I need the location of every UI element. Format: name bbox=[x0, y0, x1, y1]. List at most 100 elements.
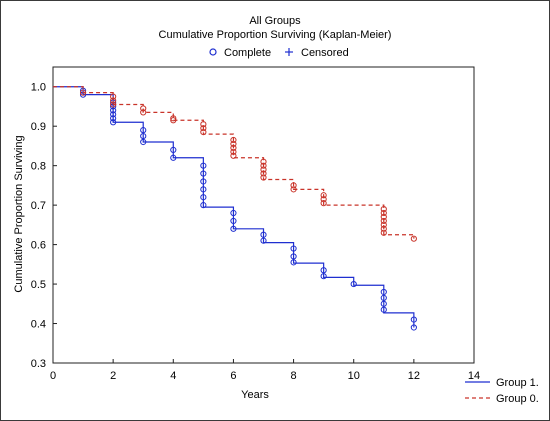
event-marker-group-0 bbox=[290, 186, 297, 193]
y-tick-label: 0.7 bbox=[31, 200, 46, 212]
event-marker-group-1 bbox=[230, 225, 237, 232]
event-marker-group-0 bbox=[380, 213, 387, 221]
survival-curve-group-1 bbox=[53, 86, 415, 328]
event-marker-group-0 bbox=[170, 115, 177, 122]
x-tick-label: 12 bbox=[408, 370, 420, 382]
x-tick-label: 0 bbox=[50, 370, 56, 382]
event-marker-group-0 bbox=[110, 101, 117, 108]
x-tick-label: 6 bbox=[230, 370, 236, 382]
event-marker-group-1 bbox=[200, 194, 207, 201]
event-marker-group-0 bbox=[200, 129, 207, 136]
event-marker-group-0 bbox=[110, 97, 117, 104]
x-tick-label: 14 bbox=[468, 370, 480, 382]
event-marker-group-1 bbox=[110, 107, 117, 114]
x-tick-label: 8 bbox=[291, 370, 297, 382]
marker-legend: Complete Censored bbox=[209, 47, 349, 59]
event-marker-group-1 bbox=[200, 170, 207, 177]
event-marker-group-1 bbox=[140, 138, 147, 146]
event-marker-group-1 bbox=[290, 259, 297, 266]
event-marker-group-0 bbox=[110, 93, 117, 100]
y-axis-label: Cumulative Proportion Surviving bbox=[13, 135, 25, 292]
censored-legend-label: Censored bbox=[301, 47, 349, 59]
x-axis: 0 2 4 6 8 10 12 14 bbox=[50, 359, 480, 382]
event-marker-group-0 bbox=[230, 144, 237, 152]
series-layer bbox=[53, 86, 417, 331]
event-marker-group-1 bbox=[380, 294, 387, 301]
event-marker-group-1 bbox=[350, 280, 357, 288]
event-marker-group-0 bbox=[260, 166, 267, 173]
event-marker-group-1 bbox=[320, 267, 327, 274]
event-marker-group-0 bbox=[260, 174, 267, 181]
event-marker-group-0 bbox=[230, 152, 237, 159]
event-marker-group-1 bbox=[200, 162, 207, 169]
event-marker-group-0 bbox=[230, 140, 237, 148]
event-marker-group-0 bbox=[410, 235, 417, 242]
plot-area bbox=[52, 66, 475, 364]
event-marker-group-1 bbox=[200, 178, 207, 185]
y-tick-label: 0.4 bbox=[31, 319, 46, 331]
event-marker-group-1 bbox=[410, 324, 417, 331]
event-marker-group-1 bbox=[140, 127, 147, 134]
x-axis-label: Years bbox=[241, 389, 269, 401]
event-marker-group-1 bbox=[260, 237, 267, 244]
event-marker-group-0 bbox=[200, 125, 207, 132]
y-axis: 0.3 0.4 0.5 0.6 0.7 0.8 0.9 1.0 bbox=[31, 82, 57, 370]
event-marker-group-0 bbox=[260, 162, 267, 169]
event-marker-group-0 bbox=[230, 136, 237, 144]
y-tick-label: 0.5 bbox=[31, 279, 46, 291]
event-marker-group-1 bbox=[110, 115, 117, 122]
event-marker-group-0 bbox=[380, 225, 387, 232]
event-marker-group-1 bbox=[170, 154, 177, 161]
complete-marker-icon bbox=[209, 48, 217, 56]
event-marker-group-1 bbox=[230, 217, 237, 225]
y-tick-label: 0.3 bbox=[31, 358, 46, 370]
event-marker-group-0 bbox=[380, 229, 387, 236]
chart-subtitle: Cumulative Proportion Surviving (Kaplan-… bbox=[159, 29, 392, 41]
event-marker-group-0 bbox=[79, 89, 87, 96]
event-marker-group-0 bbox=[320, 200, 327, 207]
event-marker-group-1 bbox=[110, 111, 117, 118]
event-marker-group-1 bbox=[380, 300, 387, 307]
event-marker-group-0 bbox=[140, 105, 147, 112]
event-marker-group-1 bbox=[290, 245, 297, 252]
event-marker-group-0 bbox=[260, 158, 267, 165]
legend-label-group-1: Group 1. bbox=[496, 377, 539, 389]
series-legend: Group 1. Group 0. bbox=[465, 377, 539, 405]
event-marker-group-1 bbox=[380, 288, 387, 296]
event-marker-group-0 bbox=[230, 148, 237, 155]
chart-title: All Groups bbox=[249, 15, 301, 27]
event-marker-group-1 bbox=[380, 306, 387, 313]
x-tick-label: 10 bbox=[348, 370, 360, 382]
x-tick-label: 4 bbox=[170, 370, 176, 382]
event-marker-group-1 bbox=[230, 209, 237, 217]
censored-marker-icon bbox=[285, 48, 293, 56]
y-tick-label: 0.8 bbox=[31, 161, 46, 173]
event-marker-group-0 bbox=[380, 209, 387, 217]
event-marker-group-0 bbox=[380, 205, 387, 213]
x-tick-label: 2 bbox=[110, 370, 116, 382]
event-marker-group-1 bbox=[410, 316, 417, 323]
event-marker-group-0 bbox=[200, 121, 207, 128]
survival-curve-group-0 bbox=[53, 86, 415, 239]
event-marker-group-1 bbox=[110, 119, 117, 126]
event-marker-group-0 bbox=[380, 217, 387, 225]
event-marker-group-1 bbox=[260, 231, 267, 238]
legend-label-group-0: Group 0. bbox=[496, 393, 539, 405]
event-marker-group-1 bbox=[140, 132, 147, 140]
event-marker-group-1 bbox=[170, 146, 177, 153]
event-marker-group-0 bbox=[320, 196, 327, 203]
event-marker-group-1 bbox=[200, 202, 207, 209]
event-marker-group-0 bbox=[320, 192, 327, 199]
y-tick-label: 1.0 bbox=[31, 82, 46, 94]
event-marker-group-1 bbox=[320, 273, 327, 280]
event-marker-group-0 bbox=[140, 109, 147, 116]
y-tick-label: 0.9 bbox=[31, 121, 46, 133]
event-marker-group-1 bbox=[200, 186, 207, 193]
complete-legend-label: Complete bbox=[224, 47, 271, 59]
event-marker-group-0 bbox=[290, 182, 297, 189]
event-marker-group-1 bbox=[290, 253, 297, 260]
event-marker-group-0 bbox=[380, 221, 387, 228]
event-marker-group-0 bbox=[260, 170, 267, 177]
